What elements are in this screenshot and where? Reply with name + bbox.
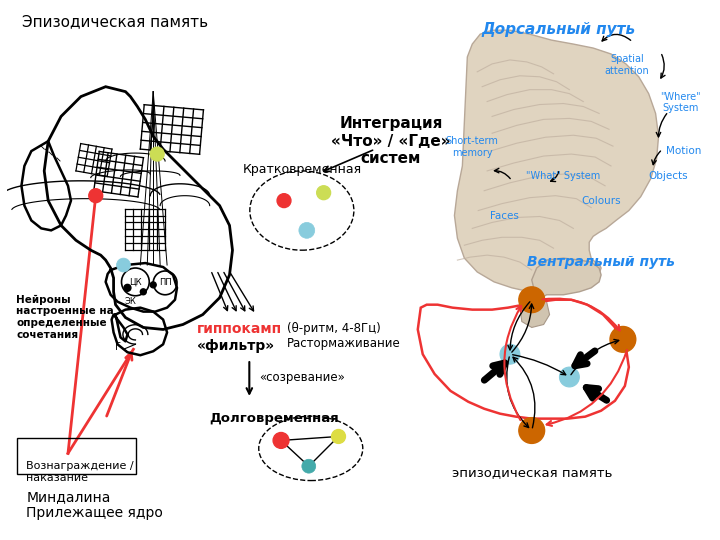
Text: Spatial
attention: Spatial attention (605, 54, 649, 76)
Text: Нейроны
настроенные на
определенные
сочетания: Нейроны настроенные на определенные соче… (17, 295, 114, 340)
Polygon shape (532, 258, 601, 298)
Text: Faces: Faces (490, 211, 518, 220)
Text: «созревание»: «созревание» (259, 370, 345, 383)
Text: Интеграция
«Что» / «Где»
систем: Интеграция «Что» / «Где» систем (331, 117, 451, 166)
Text: "Where"
System: "Where" System (660, 92, 701, 113)
Text: Растормаживание: Растормаживание (287, 338, 401, 350)
Text: гиппокамп: гиппокамп (197, 321, 282, 335)
Text: ЭК: ЭК (125, 297, 136, 306)
Circle shape (277, 194, 291, 207)
Polygon shape (520, 290, 549, 327)
Text: Кратковременная: Кратковременная (243, 163, 361, 176)
Text: Дорсальный путь: Дорсальный путь (482, 22, 636, 37)
Circle shape (117, 258, 130, 272)
Polygon shape (454, 30, 659, 294)
Circle shape (610, 327, 636, 352)
Text: Objects: Objects (649, 171, 688, 181)
Text: ЦК: ЦК (129, 278, 142, 286)
Text: эпизодическая память: эпизодическая память (451, 466, 612, 479)
Text: Долговременная: Долговременная (210, 411, 339, 424)
Circle shape (317, 186, 330, 200)
Circle shape (559, 367, 580, 387)
Circle shape (140, 289, 146, 295)
Circle shape (273, 433, 289, 448)
Text: Вознаграждение /
наказание: Вознаграждение / наказание (27, 461, 134, 483)
Circle shape (332, 429, 346, 443)
Text: "What" System: "What" System (526, 171, 600, 181)
Circle shape (302, 459, 315, 473)
Text: «фильтр»: «фильтр» (197, 339, 275, 353)
Circle shape (299, 222, 315, 238)
Text: Motion: Motion (665, 146, 701, 156)
Text: Short-term
memory: Short-term memory (446, 136, 499, 158)
Circle shape (519, 417, 544, 443)
Circle shape (519, 287, 544, 313)
Circle shape (500, 345, 520, 364)
Text: Вентральный путь: Вентральный путь (527, 255, 675, 269)
Text: (θ-ритм, 4-8Гц): (θ-ритм, 4-8Гц) (287, 321, 381, 334)
Text: Миндалина
Прилежащее ядро: Миндалина Прилежащее ядро (27, 490, 163, 520)
Circle shape (124, 285, 131, 291)
Circle shape (89, 189, 103, 202)
Text: Colours: Colours (581, 195, 621, 206)
Text: ПП: ПП (158, 279, 171, 287)
Circle shape (150, 282, 156, 288)
Text: Г: Г (114, 342, 120, 352)
Circle shape (150, 147, 164, 161)
Text: Эпизодическая память: Эпизодическая память (22, 15, 209, 29)
